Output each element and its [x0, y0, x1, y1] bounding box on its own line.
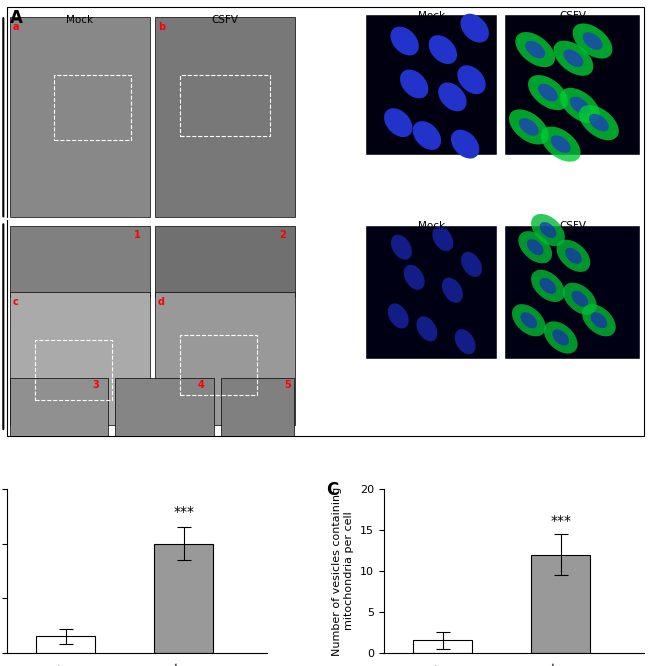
Text: A: A: [13, 21, 26, 39]
Bar: [10, 292, 150, 426]
Bar: [115, 378, 213, 436]
Text: Mock: Mock: [418, 11, 445, 21]
Bar: [413, 641, 472, 653]
Ellipse shape: [579, 105, 619, 141]
Text: CSFV: CSFV: [559, 221, 586, 232]
Ellipse shape: [591, 312, 607, 328]
Ellipse shape: [525, 41, 545, 59]
Text: 2: 2: [279, 230, 285, 240]
Text: a: a: [13, 22, 20, 32]
Ellipse shape: [442, 278, 463, 303]
Bar: [367, 15, 497, 155]
Ellipse shape: [565, 248, 582, 264]
Bar: [55, 75, 131, 140]
Bar: [181, 335, 257, 396]
Ellipse shape: [451, 130, 479, 159]
Bar: [36, 636, 95, 653]
Ellipse shape: [400, 69, 428, 99]
Text: 5: 5: [285, 380, 291, 390]
Ellipse shape: [554, 41, 593, 76]
FancyBboxPatch shape: [6, 7, 644, 436]
Ellipse shape: [519, 118, 539, 136]
Bar: [221, 378, 294, 436]
Text: Mock: Mock: [418, 221, 445, 232]
Bar: [505, 226, 640, 359]
Bar: [155, 226, 295, 296]
Ellipse shape: [460, 14, 489, 43]
Ellipse shape: [556, 240, 590, 272]
Ellipse shape: [527, 239, 543, 255]
Ellipse shape: [521, 312, 537, 328]
Text: 1: 1: [133, 230, 140, 240]
Bar: [531, 555, 590, 653]
Bar: [10, 17, 150, 217]
Ellipse shape: [417, 316, 437, 342]
Bar: [155, 17, 295, 217]
Text: CSFV: CSFV: [559, 11, 586, 21]
Ellipse shape: [391, 234, 412, 260]
Ellipse shape: [582, 304, 616, 336]
Text: Mock: Mock: [66, 15, 94, 25]
Bar: [10, 378, 109, 436]
Ellipse shape: [544, 321, 578, 354]
Bar: [10, 226, 150, 296]
Ellipse shape: [454, 329, 476, 354]
Ellipse shape: [538, 84, 558, 101]
Ellipse shape: [552, 330, 569, 346]
Ellipse shape: [564, 49, 584, 67]
Ellipse shape: [563, 282, 597, 315]
Ellipse shape: [571, 291, 588, 307]
Ellipse shape: [461, 252, 482, 277]
Bar: [154, 543, 213, 653]
Ellipse shape: [540, 222, 556, 238]
Text: A: A: [10, 9, 23, 27]
Ellipse shape: [560, 88, 600, 123]
Text: d: d: [158, 296, 165, 306]
Y-axis label: Number of vesicles containing
mitochondria per cell: Number of vesicles containing mitochondr…: [333, 486, 354, 655]
Ellipse shape: [384, 108, 413, 137]
Bar: [181, 75, 270, 135]
Ellipse shape: [570, 97, 590, 115]
Bar: [35, 340, 112, 400]
Ellipse shape: [512, 304, 546, 336]
Bar: [155, 292, 295, 426]
Ellipse shape: [528, 75, 568, 110]
Text: c: c: [13, 296, 19, 306]
Ellipse shape: [413, 121, 441, 150]
Ellipse shape: [551, 135, 571, 153]
Ellipse shape: [573, 23, 612, 59]
Ellipse shape: [388, 304, 409, 328]
Ellipse shape: [404, 264, 424, 290]
Text: 3: 3: [92, 380, 99, 390]
Ellipse shape: [438, 83, 467, 111]
Ellipse shape: [531, 270, 565, 302]
Ellipse shape: [531, 214, 565, 246]
Ellipse shape: [582, 32, 603, 50]
Ellipse shape: [428, 35, 457, 64]
Ellipse shape: [432, 226, 453, 251]
Ellipse shape: [458, 65, 486, 94]
Text: ***: ***: [174, 505, 194, 519]
Ellipse shape: [589, 114, 609, 131]
Bar: [367, 226, 497, 359]
Text: C: C: [326, 481, 339, 499]
Ellipse shape: [515, 32, 555, 67]
Ellipse shape: [391, 27, 419, 55]
Text: 4: 4: [197, 380, 204, 390]
Text: b: b: [158, 22, 165, 32]
Text: CSFV: CSFV: [211, 15, 239, 25]
Ellipse shape: [518, 231, 552, 263]
Ellipse shape: [509, 109, 549, 145]
Ellipse shape: [541, 127, 580, 162]
Text: ***: ***: [551, 513, 571, 527]
Bar: [505, 15, 640, 155]
Ellipse shape: [540, 278, 556, 294]
